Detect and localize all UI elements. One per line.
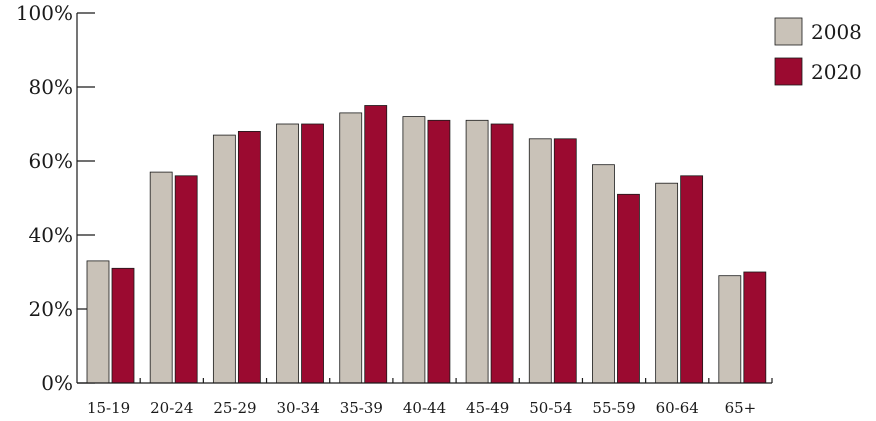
bar-2020-45-49 (490, 123, 514, 384)
x-tick-label: 40-44 (403, 399, 446, 417)
bars (86, 105, 767, 384)
y-tick-label: 60% (29, 149, 73, 173)
x-tick-label: 35-39 (340, 399, 383, 417)
y-tick-label: 80% (29, 75, 73, 99)
legend-swatch-2020 (774, 57, 803, 86)
bar-2020-40-44 (427, 119, 451, 384)
bar-2008-40-44 (402, 116, 426, 384)
bar-2008-50-54 (528, 138, 552, 384)
bar-2020-65+ (743, 271, 767, 384)
bar-2008-15-19 (86, 260, 110, 384)
legend-label-2020: 2020 (811, 60, 862, 84)
legend: 2008 2020 (774, 17, 862, 86)
legend-label-2008: 2008 (811, 20, 862, 44)
bar-2020-50-54 (553, 138, 577, 384)
x-tick-label: 25-29 (213, 399, 256, 417)
y-tick-label: 0% (41, 371, 73, 395)
x-tick-label: 20-24 (150, 399, 193, 417)
bar-2020-35-39 (364, 105, 388, 384)
legend-swatch-2008 (774, 17, 803, 46)
bar-2008-65+ (718, 275, 742, 384)
bar-2020-55-59 (617, 193, 640, 384)
y-axis-ticks: 0% 20% 40% 60% 80% 100% (16, 1, 95, 395)
x-axis-ticks (139, 378, 773, 383)
bar-2008-30-34 (276, 123, 299, 384)
x-tick-label: 65+ (725, 399, 757, 417)
x-tick-label: 15-19 (87, 399, 130, 417)
x-tick-label: 55-59 (592, 399, 635, 417)
x-tick-label: 60-64 (656, 399, 699, 417)
bar-2008-60-64 (655, 182, 679, 384)
bar-2008-25-29 (212, 134, 236, 384)
bar-2008-45-49 (465, 119, 489, 384)
x-tick-label: 30-34 (277, 399, 320, 417)
bar-2020-20-24 (174, 175, 198, 384)
x-axis-labels: 15-19 20-24 25-29 30-34 35-39 40-44 45-49 50-54… (87, 399, 756, 417)
bar-2020-60-64 (680, 175, 704, 384)
bar-2020-30-34 (301, 123, 324, 384)
bar-2008-20-24 (149, 171, 173, 384)
y-tick-label: 20% (29, 297, 73, 321)
x-tick-label: 45-49 (466, 399, 509, 417)
y-tick-label: 100% (16, 1, 73, 25)
x-tick-label: 50-54 (529, 399, 572, 417)
bar-2020-15-19 (111, 267, 135, 384)
y-tick-label: 40% (29, 223, 73, 247)
bar-2008-55-59 (592, 164, 615, 384)
bar-2020-25-29 (237, 130, 261, 384)
bar-2008-35-39 (339, 112, 363, 384)
